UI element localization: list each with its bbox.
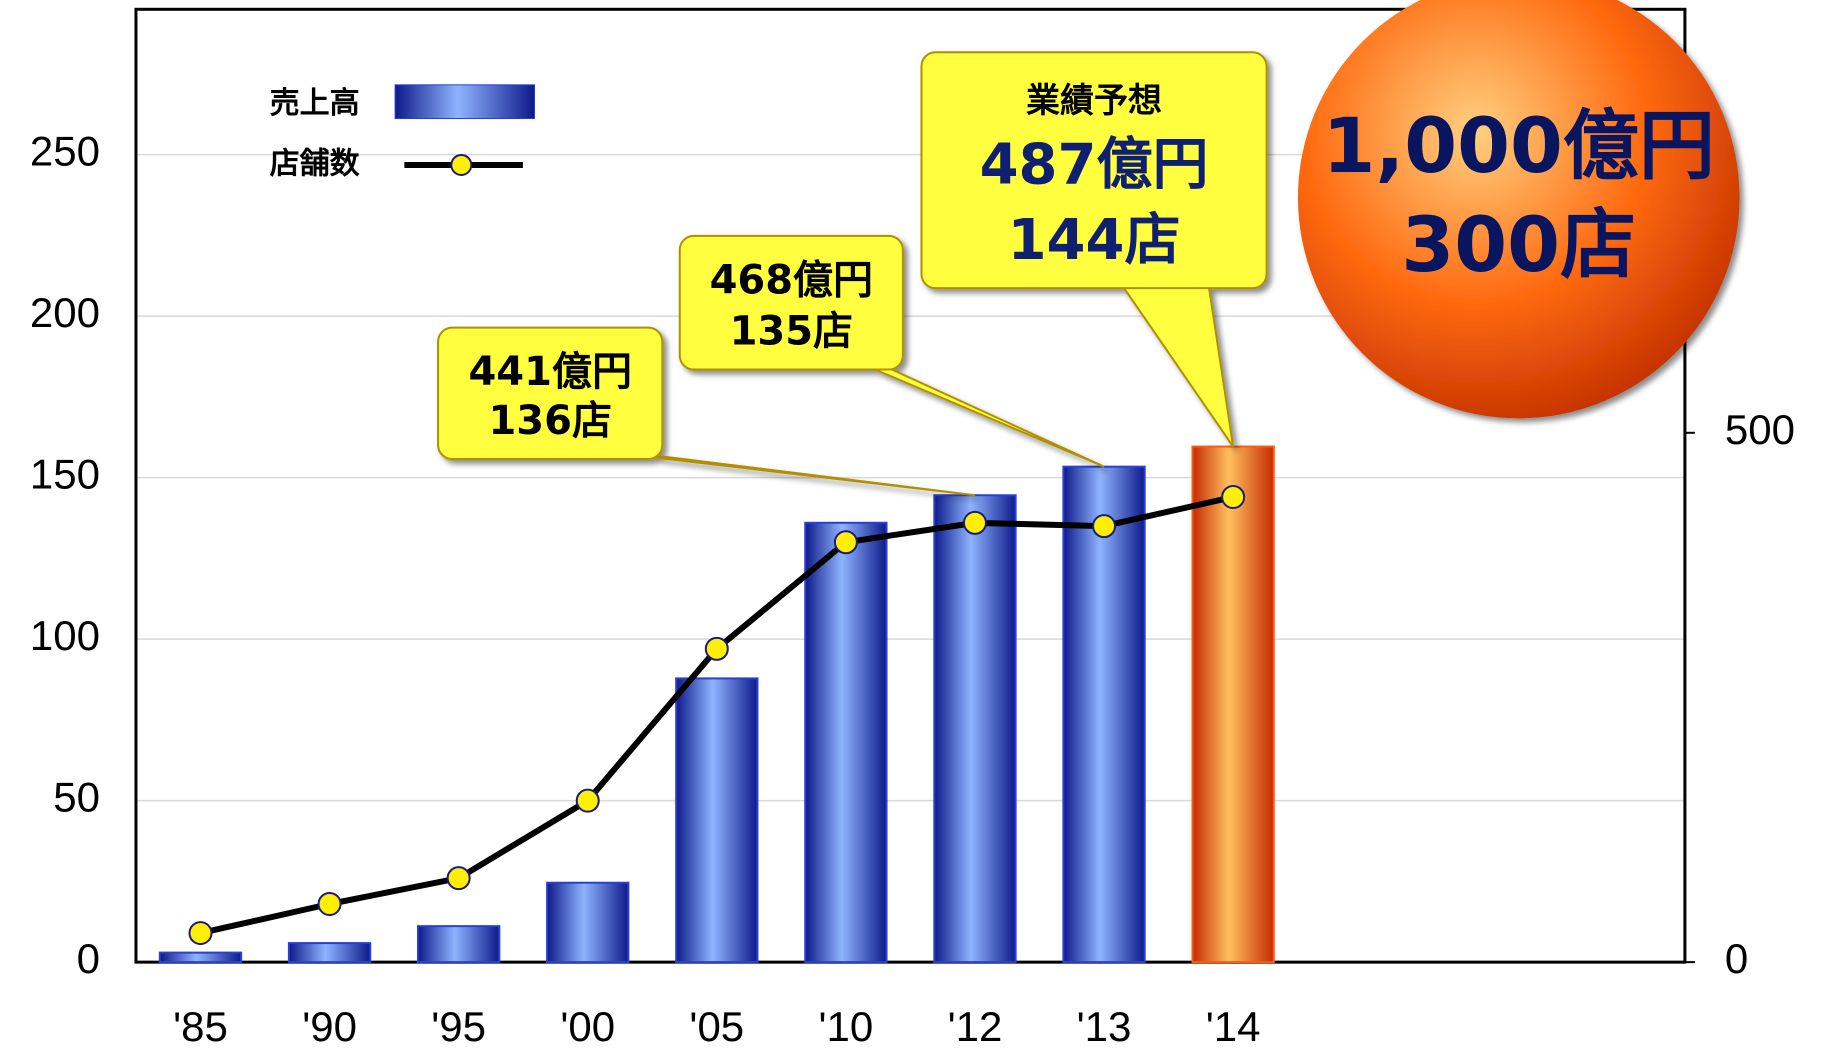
callout: [437, 326, 976, 497]
y-tick-label: 250: [30, 128, 100, 175]
y-tick-label: 0: [77, 935, 100, 982]
callout-sales: 468億円: [710, 257, 874, 303]
line-marker: [1221, 485, 1246, 510]
x-tick-label: '12: [948, 1003, 1003, 1050]
x-tick-label: '05: [689, 1003, 744, 1050]
bar: [933, 494, 1017, 964]
legend-marker: [450, 154, 473, 177]
legend-label: 店舗数: [270, 147, 361, 182]
target-circle: [1298, 0, 1740, 419]
bar: [287, 942, 372, 964]
y-tick-label: 200: [30, 289, 100, 336]
callout-pointer: [1119, 283, 1235, 448]
callout-stores: 144店: [1008, 208, 1181, 273]
y2-tick-label: 0: [1725, 935, 1748, 982]
line-marker: [1092, 514, 1117, 539]
callout-box: [678, 234, 904, 371]
plot-frame: [134, 7, 1687, 964]
x-tick-label: '95: [431, 1003, 486, 1050]
line-marker: [833, 530, 858, 555]
x-tick-label: '85: [173, 1003, 228, 1050]
bar: [1191, 445, 1275, 964]
line-marker: [704, 636, 729, 661]
bar: [804, 521, 888, 964]
bar: [1062, 465, 1146, 964]
legend-swatch: [394, 84, 536, 120]
callout-box: [437, 326, 664, 460]
line-marker: [446, 866, 471, 891]
callout-box: [920, 51, 1268, 290]
callout-pointer: [633, 453, 976, 497]
target-stores: 300店: [1401, 200, 1636, 289]
legend-label: 売上高: [270, 86, 360, 121]
callout-sales: 441億円: [468, 349, 632, 395]
y-tick-label: 100: [30, 612, 100, 659]
y-tick-label: 50: [53, 774, 100, 821]
callout-title: 業績予想: [1026, 81, 1162, 121]
bar: [158, 951, 243, 964]
line-marker: [188, 921, 213, 946]
callout-stores: 135店: [730, 308, 854, 354]
y-tick-label: 150: [30, 451, 100, 498]
bar: [416, 925, 501, 964]
bar: [546, 881, 630, 964]
bar: [675, 677, 759, 964]
x-tick-label: '10: [819, 1003, 874, 1050]
callout-sales: 487億円: [980, 133, 1209, 198]
line-marker: [575, 788, 600, 813]
callout: [920, 51, 1268, 448]
callout-pointer: [865, 364, 1105, 468]
line-marker: [317, 891, 342, 916]
callout-stores: 136店: [488, 398, 612, 444]
callout: [678, 234, 1105, 468]
line-marker: [962, 510, 987, 535]
target-sales: 1,000億円: [1323, 101, 1715, 190]
x-tick-label: '90: [302, 1003, 357, 1050]
x-tick-label: '14: [1206, 1003, 1261, 1050]
x-tick-label: '13: [1077, 1003, 1132, 1050]
x-tick-label: '00: [560, 1003, 615, 1050]
y2-tick-label: 500: [1725, 406, 1795, 453]
